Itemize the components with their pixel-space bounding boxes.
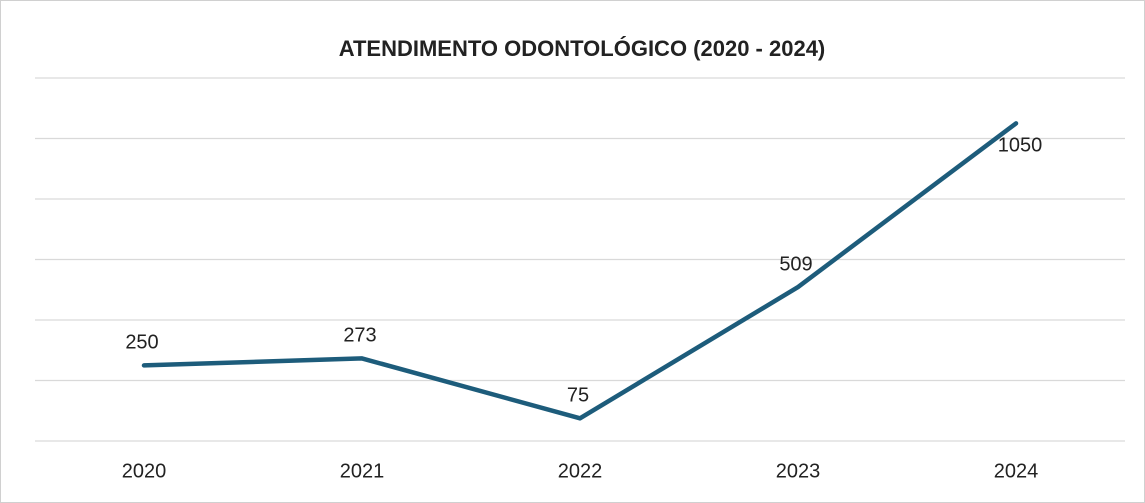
chart-title: ATENDIMENTO ODONTOLÓGICO (2020 - 2024)	[339, 36, 826, 61]
data-label: 509	[779, 253, 812, 275]
x-tick-label: 2020	[122, 460, 167, 482]
x-tick-label: 2021	[340, 460, 385, 482]
data-label: 75	[567, 385, 589, 407]
data-label: 1050	[998, 135, 1043, 157]
x-tick-label: 2022	[558, 460, 603, 482]
x-tick-label: 2023	[776, 460, 821, 482]
x-tick-label: 2024	[994, 460, 1039, 482]
data-label: 250	[125, 332, 158, 354]
line-series	[141, 121, 1019, 421]
data-label: 273	[343, 325, 376, 347]
